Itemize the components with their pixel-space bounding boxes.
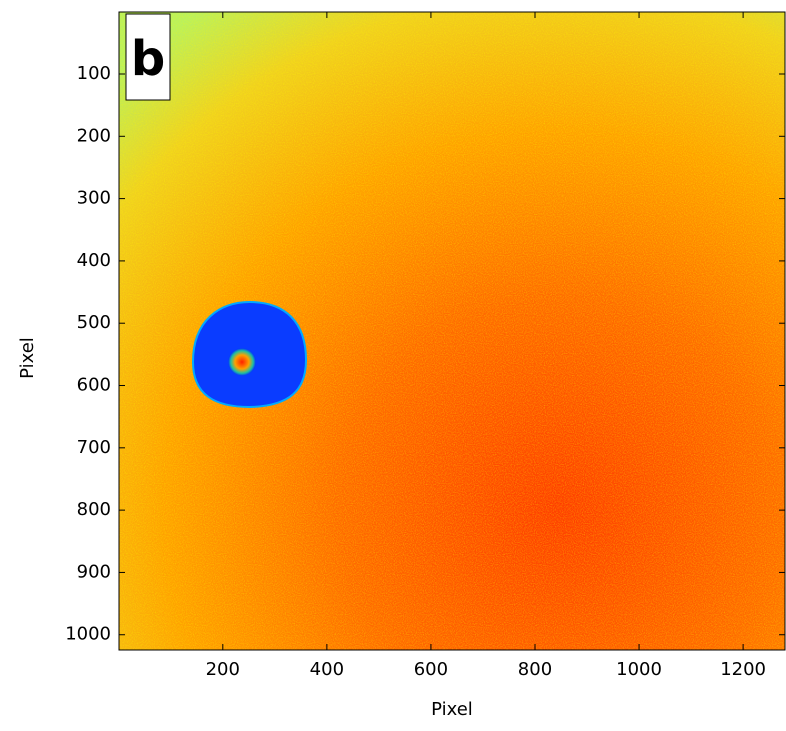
panel-label-box: [125, 13, 171, 101]
x-tick-label: 1200: [720, 659, 766, 680]
y-tick-label: 100: [77, 63, 111, 84]
y-axis-label: Pixel: [17, 337, 38, 379]
y-tick-label: 200: [77, 125, 111, 146]
x-tick-label: 800: [518, 659, 552, 680]
x-tick-label: 600: [414, 659, 448, 680]
y-tick-label: 500: [77, 312, 111, 333]
y-tick-label: 800: [77, 499, 111, 520]
x-tick-label: 400: [310, 659, 344, 680]
x-axis-label: Pixel: [431, 699, 473, 720]
x-tick-label: 200: [206, 659, 240, 680]
y-tick-label: 400: [77, 250, 111, 271]
x-tick-label: 1000: [616, 659, 662, 680]
y-tick-label: 600: [77, 375, 111, 396]
image: [119, 12, 785, 650]
axes-box: [118, 11, 786, 651]
y-tick-label: 900: [77, 561, 111, 582]
panel-label: b: [131, 31, 165, 87]
y-tick-label: 300: [77, 188, 111, 209]
y-tick-label: 700: [77, 437, 111, 458]
y-tick-label: 1000: [65, 624, 111, 645]
